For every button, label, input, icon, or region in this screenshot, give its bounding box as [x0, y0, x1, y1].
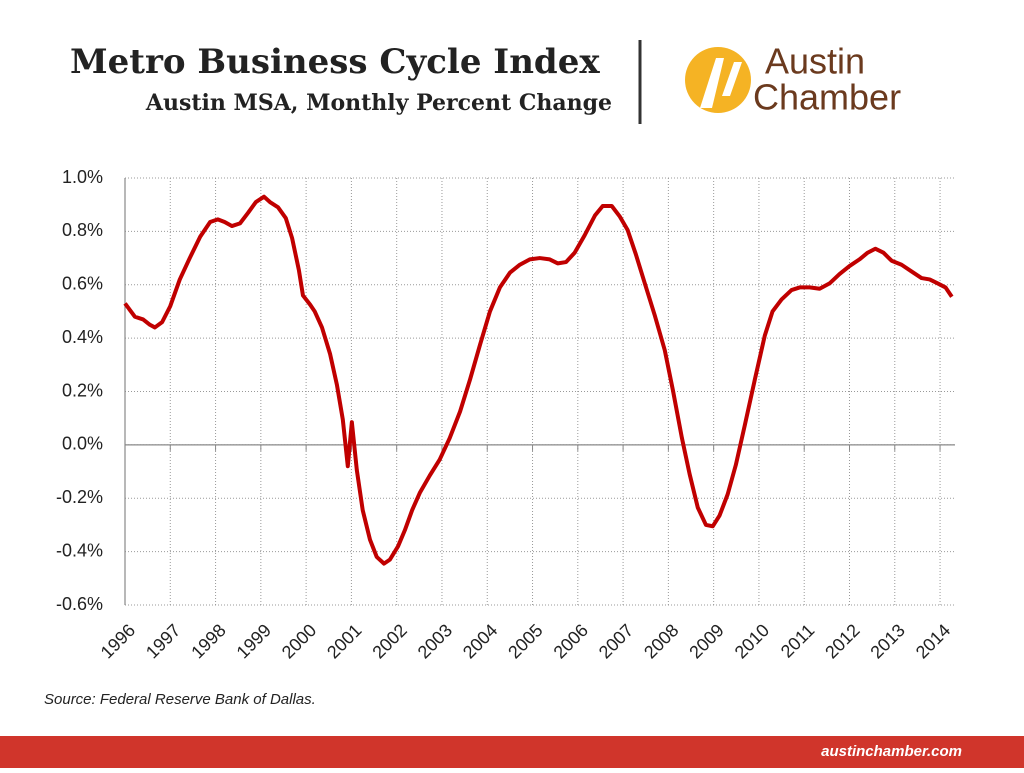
logo-mark: [700, 58, 742, 108]
x-tick-label: 2007: [595, 620, 637, 662]
y-tick-label: 0.0%: [62, 434, 103, 454]
footer-bar: [0, 736, 1024, 768]
title: Metro Business Cycle Index: [70, 42, 600, 82]
x-tick-label: 2008: [640, 620, 682, 662]
logo-text: Chamber: [753, 77, 901, 118]
x-tick-label: 2012: [821, 620, 863, 662]
x-tick-label: 2003: [414, 620, 456, 662]
x-tick-label: 2014: [912, 620, 954, 662]
x-tick-label: 2006: [550, 620, 592, 662]
x-tick-label: 2011: [777, 620, 819, 662]
x-tick-label: 2013: [867, 620, 909, 662]
x-tick-label: 2009: [685, 620, 727, 662]
logo-text: Austin: [765, 41, 865, 82]
data-line: [123, 194, 954, 566]
x-tick-label: 2010: [731, 620, 773, 662]
y-tick-label: 0.2%: [62, 380, 103, 400]
x-tick-label: 2000: [278, 620, 320, 662]
x-tick-label: 1997: [142, 620, 184, 662]
y-tick-label: -0.6%: [56, 594, 103, 614]
footer-url: austinchamber.com: [821, 743, 962, 760]
y-tick-label: 1.0%: [62, 167, 103, 187]
y-tick-label: 0.8%: [62, 220, 103, 240]
x-tick-label: 2005: [504, 620, 546, 662]
y-tick-label: -0.2%: [56, 487, 103, 507]
x-tick-label: 1999: [233, 620, 275, 662]
x-tick-label: 1996: [97, 620, 139, 662]
x-tick-label: 1998: [187, 620, 229, 662]
y-tick-label: 0.4%: [62, 327, 103, 347]
x-tick-label: 2002: [368, 620, 410, 662]
y-tick-label: -0.4%: [56, 540, 103, 560]
subtitle: Austin MSA, Monthly Percent Change: [145, 90, 612, 116]
x-tick-label: 2001: [323, 620, 365, 662]
source: Source: Federal Reserve Bank of Dallas.: [44, 691, 316, 708]
y-tick-label: 0.6%: [62, 274, 103, 294]
x-tick-label: 2004: [459, 620, 501, 662]
